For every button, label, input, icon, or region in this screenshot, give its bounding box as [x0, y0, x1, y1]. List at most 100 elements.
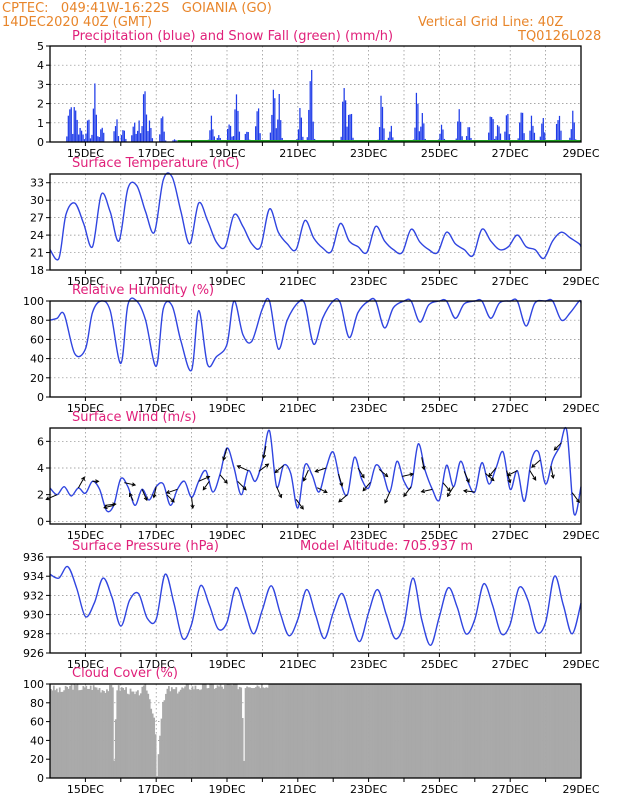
cloud-ytick-label: 100 — [23, 678, 44, 691]
temp-data-point — [136, 185, 138, 187]
cloud-bar — [154, 734, 157, 778]
cloud-bar — [197, 688, 200, 778]
cloud-bar — [114, 719, 117, 778]
precip-bar — [508, 134, 510, 142]
cloud-bar — [353, 684, 356, 778]
wind-vector — [362, 482, 371, 492]
cloud-bar — [361, 684, 363, 778]
cloud-bar — [485, 684, 487, 778]
wind-vector — [531, 459, 541, 468]
precip-bar — [505, 115, 508, 142]
precip-bar — [347, 114, 350, 142]
precip-bar — [275, 128, 277, 142]
cloud-bar — [519, 684, 521, 778]
wind-vector-head — [323, 489, 328, 494]
cloud-bar — [418, 684, 421, 778]
wind-vector — [488, 467, 497, 477]
cloud-bar — [243, 760, 245, 778]
cloud-bar — [424, 684, 427, 778]
cloud-bar — [311, 684, 313, 778]
cloud-bar — [63, 690, 66, 778]
precip-bar — [343, 88, 345, 142]
temp-data-point — [207, 220, 208, 221]
pressure-frame — [49, 556, 582, 654]
rh-data-point — [92, 312, 93, 313]
precip-bar — [145, 114, 148, 142]
pressure-xtick-label: 23DEC — [350, 658, 387, 671]
cloud-bar — [535, 684, 538, 778]
cloud-bar — [203, 684, 206, 778]
cloud-bar — [129, 688, 132, 778]
precip-bar — [257, 108, 260, 142]
wind-vector-head — [575, 498, 580, 504]
precip-bar — [238, 131, 241, 142]
cloud-bar — [432, 684, 434, 778]
pressure-xtick-label: 15DEC — [67, 658, 104, 671]
cloud-bar — [501, 684, 504, 778]
wind-vector — [46, 494, 58, 500]
cloud-bar — [201, 684, 204, 778]
pressure-data-point — [359, 641, 361, 642]
cloud-bar — [55, 688, 58, 778]
cloud-bar — [157, 754, 160, 778]
wind-xtick-label: 21DEC — [279, 529, 316, 542]
cloud-bar — [88, 688, 91, 778]
cloud-bar — [51, 690, 54, 778]
cloud-bar — [527, 684, 530, 778]
cloud-bar — [468, 684, 471, 778]
cloud-bar — [188, 689, 191, 778]
cloud-xtick-label: 23DEC — [350, 783, 387, 796]
rh-data-point — [242, 334, 244, 335]
wind-xtick-label: 29DEC — [562, 529, 599, 542]
cloud-bar — [89, 685, 92, 778]
wind-vector — [550, 465, 554, 479]
temp-data-point — [269, 208, 270, 210]
cloud-bar — [479, 684, 481, 778]
cloud-bar — [461, 684, 464, 778]
temp-data-point — [145, 211, 146, 213]
cloud-bar — [193, 689, 195, 778]
temp-data-point — [304, 220, 306, 221]
cloud-bar — [492, 684, 495, 778]
cloud-bar — [570, 684, 573, 778]
precip-bar — [417, 103, 419, 142]
wind-data-point — [559, 446, 561, 448]
precip-bar — [134, 122, 136, 142]
cloud-bar — [396, 684, 399, 778]
temp-data-point — [481, 228, 483, 230]
precip-bar — [308, 109, 310, 142]
wind-ytick-label: 2 — [37, 489, 44, 502]
cloud-bar — [238, 686, 241, 778]
pressure-data-point — [306, 589, 308, 591]
wind-vector — [237, 465, 249, 472]
cloud-bar — [229, 684, 232, 778]
cloud-bar — [507, 684, 510, 778]
cloud-bar — [471, 684, 474, 778]
wind-vector-head — [222, 456, 227, 461]
rh-ytick-label: 100 — [23, 295, 44, 308]
wind-data-point — [318, 491, 320, 493]
cloud-bar — [142, 685, 145, 778]
precip-bar — [120, 135, 123, 142]
pressure-data-point — [129, 599, 131, 601]
temp-data-point — [180, 211, 182, 213]
pressure-data-point — [465, 633, 467, 635]
cloud-bar — [560, 684, 563, 778]
temp-ytick-label: 18 — [30, 264, 44, 277]
cloud-bar — [120, 687, 123, 778]
rh-data-point — [162, 308, 164, 310]
pressure-data-point — [571, 633, 573, 635]
precip-bar — [132, 126, 134, 142]
cloud-bar — [359, 684, 362, 778]
wind-vector-head — [202, 486, 207, 491]
precip-bar — [523, 133, 525, 142]
wind-vector-head — [314, 468, 319, 473]
cloud-bar — [550, 684, 552, 778]
wind-series-line — [49, 427, 582, 516]
wind-xtick-label: 17DEC — [138, 529, 175, 542]
cloud-bar — [207, 688, 210, 778]
cloud-bar — [572, 684, 574, 778]
rh-data-point — [63, 314, 65, 315]
cloud-bar — [498, 684, 501, 778]
precip-bar — [458, 109, 460, 142]
